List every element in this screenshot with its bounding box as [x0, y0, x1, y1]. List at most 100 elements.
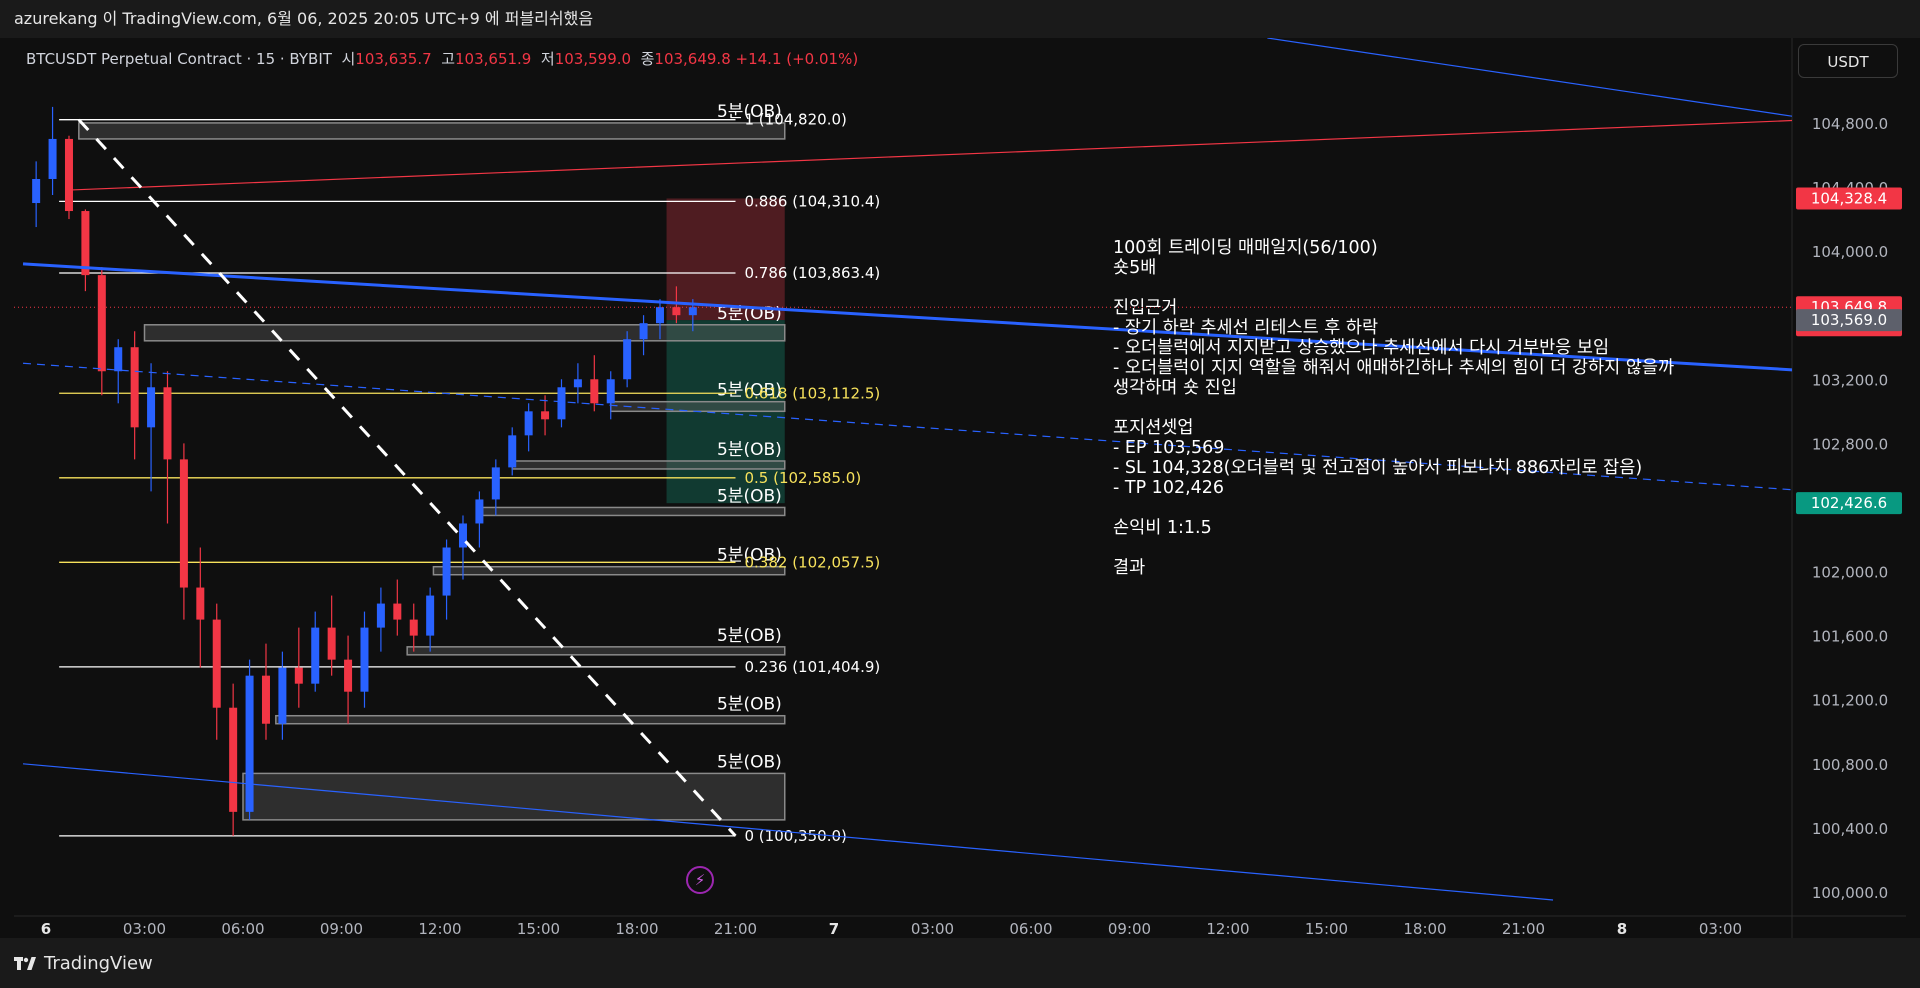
candle-body: [508, 435, 517, 468]
candle-body: [573, 379, 582, 388]
x-axis-tick-label: 7: [829, 920, 839, 938]
candle-body: [655, 307, 664, 324]
lightning-icon[interactable]: ⚡: [686, 866, 714, 894]
journal-line: [1113, 278, 1674, 298]
x-axis-tick-label: 03:00: [1699, 920, 1742, 938]
x-axis-tick-label: 15:00: [517, 920, 560, 938]
journal-line: 진입근거: [1113, 298, 1178, 318]
journal-line: - SL 104,328(오더블럭 및 전고점이 높아서 피보나치 886자리로…: [1113, 458, 1643, 478]
y-axis-tick-label: 100,000.0: [1812, 884, 1888, 902]
candle-body: [606, 379, 615, 404]
candle-body: [623, 339, 632, 380]
low-value: 103,599.0: [554, 50, 632, 68]
trendline: [22, 362, 1792, 491]
candle-body: [48, 138, 57, 179]
journal-line: [1113, 398, 1674, 418]
chart-area[interactable]: 5분(OB) 5분(OB) 5분(OB) 5분(OB) 5분(OB) 5분(OB) 5분(O…: [14, 38, 1906, 938]
y-axis-tick-label: 102,000.0: [1812, 564, 1888, 582]
low-label: 저: [540, 50, 555, 68]
price-chart[interactable]: 5분(OB) 5분(OB) 5분(OB) 5분(OB) 5분(OB) 5분(OB) 5분(O…: [14, 38, 1906, 938]
candle-body: [163, 387, 172, 460]
candle-body: [229, 707, 238, 812]
high-value: 103,651.9: [455, 50, 532, 68]
candle-body: [344, 659, 353, 692]
candle-body: [196, 587, 205, 620]
trendline: [22, 763, 1554, 901]
y-axis-tick-label: 100,800.0: [1812, 756, 1888, 774]
candle-body: [376, 603, 385, 628]
y-axis-tick-label: 102,800.0: [1812, 435, 1888, 453]
journal-line: - EP 103,569: [1113, 438, 1225, 458]
tradingview-logo-icon: [14, 956, 36, 970]
order-block-label: 5분(OB): [717, 752, 782, 772]
x-axis-tick-label: 18:00: [1403, 920, 1446, 938]
order-block: [432, 565, 786, 576]
candle-body: [278, 667, 287, 724]
candle-body: [541, 411, 550, 420]
currency-unit-button[interactable]: USDT: [1798, 44, 1898, 78]
candle-body: [311, 627, 320, 684]
candle-body: [360, 627, 369, 692]
candle-body: [245, 675, 254, 812]
price-badge: [1796, 492, 1902, 515]
candle-body: [179, 459, 188, 588]
x-axis-tick-label: 15:00: [1305, 920, 1348, 938]
order-block: [609, 400, 786, 413]
order-block: [406, 646, 786, 656]
candle-body: [409, 619, 418, 636]
candle-body: [557, 387, 566, 420]
journal-line: 결과: [1113, 558, 1146, 578]
change-value: +14.1 (+0.01%): [735, 50, 859, 68]
x-axis-tick-label: 06:00: [221, 920, 264, 938]
candle-body: [475, 499, 484, 524]
trendline: [1267, 38, 1792, 117]
journal-line: 손익비 1:1.5: [1113, 518, 1212, 538]
trendline: [22, 262, 1792, 372]
price-badge-label: 104,328.4: [1811, 189, 1887, 207]
stop-loss-zone: [666, 198, 785, 321]
trading-journal-note: 100회 트레이딩 매매일지(56/100) 숏5배 진입근거 - 장기 하락 추세선…: [1113, 238, 1674, 578]
fib-level-label: 0 (100,350.0): [745, 827, 847, 845]
candle-body: [130, 347, 139, 428]
journal-line: - 오더블럭이 지지 역할을 해줘서 애매하긴하나 추세의 힘이 더 강하지 않…: [1113, 358, 1675, 378]
candle-body: [294, 667, 303, 684]
order-block-label: 5분(OB): [717, 440, 782, 460]
x-axis-tick-label: 8: [1617, 920, 1627, 938]
close-value: 103,649.8: [654, 50, 731, 68]
trendline: [77, 118, 737, 837]
order-block-label: 5분(OB): [717, 695, 782, 715]
x-axis-tick-label: 09:00: [1108, 920, 1151, 938]
fib-level-label: 0.382 (102,057.5): [745, 553, 881, 571]
published-text: azurekang 이 TradingView.com, 6월 06, 2025…: [14, 9, 594, 28]
candle-body: [81, 211, 90, 276]
candle-body: [590, 379, 599, 404]
order-block: [481, 506, 786, 517]
candle-body: [458, 523, 467, 548]
x-axis-tick-label: 6: [41, 920, 51, 938]
open-value: 103,635.7: [355, 50, 432, 68]
candle-body: [688, 307, 697, 316]
fib-level-label: 0.786 (103,863.4): [745, 264, 881, 282]
fib-level-label: 0.5 (102,585.0): [745, 469, 862, 487]
x-axis-tick-label: 09:00: [320, 920, 363, 938]
candle-body: [491, 467, 500, 500]
journal-line: [1113, 538, 1674, 558]
candle-body: [524, 411, 533, 436]
order-block: [275, 714, 786, 725]
price-badge: [1796, 187, 1902, 210]
journal-line: [1113, 498, 1674, 518]
candle-body: [442, 547, 451, 596]
journal-line: 숏5배: [1113, 258, 1157, 278]
open-label: 시: [341, 50, 356, 68]
order-block-label: 5분(OB): [717, 546, 782, 566]
price-badge-label: 103,569.0: [1811, 311, 1887, 329]
journal-line: - TP 102,426: [1113, 478, 1225, 498]
candle-body: [672, 307, 681, 316]
tradingview-brand[interactable]: TradingView: [14, 953, 153, 974]
close-label: 종: [640, 50, 655, 68]
fib-level-label: 0.236 (101,404.9): [745, 658, 881, 676]
order-block: [143, 324, 786, 342]
x-axis-tick-label: 06:00: [1009, 920, 1052, 938]
y-axis-tick-label: 104,000.0: [1812, 243, 1888, 261]
order-block-label: 5분(OB): [717, 381, 782, 401]
